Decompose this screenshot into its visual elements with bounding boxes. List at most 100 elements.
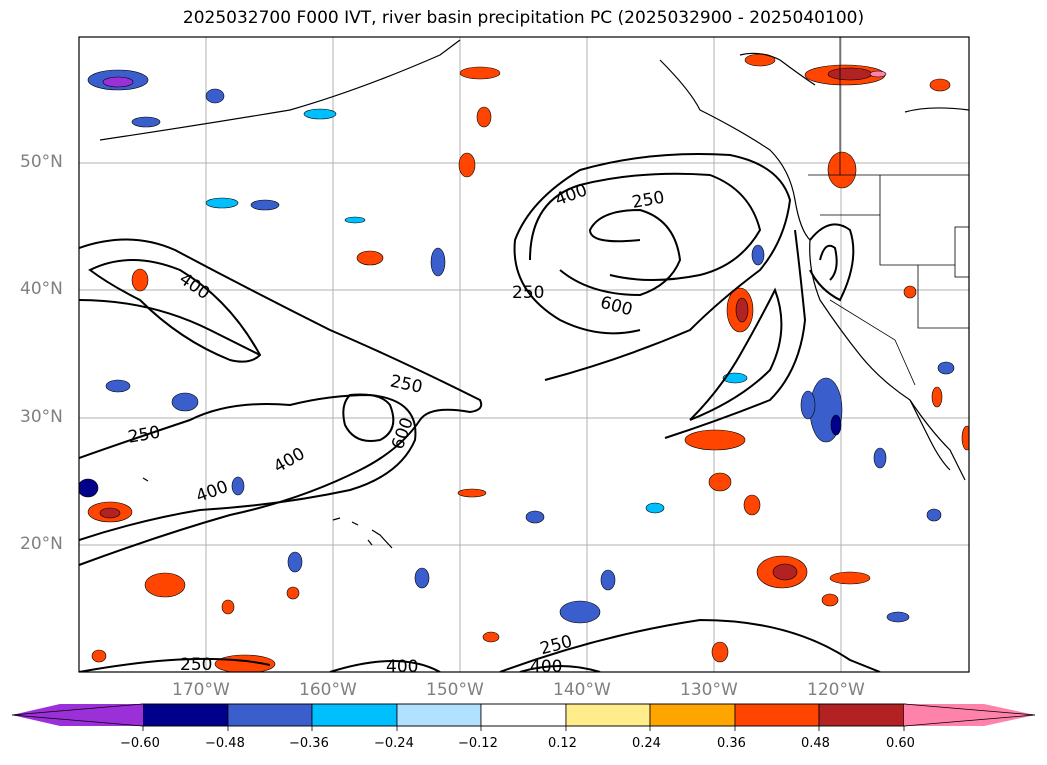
precip-blob (144, 572, 186, 598)
precip-blob (79, 478, 99, 498)
colorbar-tick: −0.24 (374, 736, 414, 751)
ivt-contour-400 (88, 259, 262, 363)
precip-blob (830, 414, 842, 436)
precip-blob (482, 631, 500, 643)
precip-blob (559, 600, 601, 624)
ivt-contour-600 (342, 393, 395, 442)
contour-label: 600 (598, 293, 635, 321)
lon-label-120w: 120°W (807, 680, 865, 700)
lon-label-170w: 170°W (172, 680, 230, 700)
contour-label: 250 (127, 422, 162, 447)
borders (808, 37, 969, 386)
precip-blob (827, 151, 857, 189)
precip-blob (231, 476, 245, 496)
precip-blob (751, 244, 765, 266)
colorbar-segment (649, 703, 736, 727)
precip-blob (829, 571, 871, 585)
colorbar-tick: −0.60 (120, 736, 160, 751)
contour-label: 250 (512, 283, 544, 303)
islands (142, 477, 393, 549)
colorbar-segment (734, 703, 820, 727)
colorbar-segment (396, 703, 482, 727)
precip-blob (205, 197, 239, 209)
lat-label-40n: 40°N (20, 279, 63, 299)
ivt-contour-400 (529, 172, 762, 281)
lon-label-140w: 140°W (553, 680, 611, 700)
lat-label-20n: 20°N (20, 534, 63, 554)
precip-blob (131, 268, 149, 292)
colorbar-segment (480, 703, 567, 727)
precip-blob (886, 611, 910, 623)
lon-label-130w: 130°W (680, 680, 738, 700)
precip-blob (205, 88, 225, 104)
ivt-contour-400 (819, 244, 838, 281)
colorbar-segment (227, 703, 313, 727)
ivt-contour-250 (499, 618, 881, 672)
precip-blob (711, 641, 729, 663)
precip-blob (821, 593, 839, 607)
precip-blob (91, 649, 107, 663)
precip-blob (414, 567, 430, 589)
contour-label: 250 (388, 371, 424, 397)
colorbar-tick: −0.36 (289, 736, 329, 751)
contour-label: 250 (538, 632, 575, 660)
contour-label: 400 (530, 657, 562, 677)
precip-blob (926, 508, 942, 522)
precip-blob (102, 76, 134, 88)
colorbar-segment (311, 703, 398, 727)
precip-blob (743, 494, 761, 516)
precip-blob (344, 216, 366, 224)
precip-blob (873, 447, 887, 469)
precip-blob (171, 392, 199, 412)
precip-blob (903, 285, 917, 299)
precip-blob (131, 116, 161, 128)
map-title: 2025032700 F000 IVT, river basin precipi… (182, 8, 865, 28)
lat-label-50n: 50°N (20, 152, 63, 172)
ivt-contour-250 (809, 223, 855, 302)
ivt-contour-400 (329, 660, 441, 672)
precip-blob (105, 379, 131, 393)
precip-blob (459, 66, 501, 80)
colorbar-tick: 0.12 (548, 736, 577, 751)
precip-negative-blobs (79, 69, 955, 624)
contour-label: 400 (386, 657, 418, 677)
precip-blob (772, 563, 798, 581)
precip-blob (287, 551, 303, 573)
precip-blob (476, 106, 492, 128)
precip-blob (286, 586, 300, 600)
precip-blob (961, 425, 969, 451)
colorbar-tick: 0.36 (717, 736, 746, 751)
ivt-contour-400 (519, 665, 601, 672)
colorbar-segment (565, 703, 651, 727)
colorbar-tick: 0.48 (801, 736, 830, 751)
precip-blob (929, 78, 951, 92)
precip-blob (869, 70, 887, 78)
ivt-contour-600 (559, 208, 682, 297)
ivt-contours (79, 153, 881, 672)
precip-blob (600, 569, 616, 591)
contour-label: 400 (194, 477, 231, 507)
precip-blob (722, 372, 748, 384)
precip-blob (250, 199, 280, 211)
ivt-contour-250 (513, 153, 792, 381)
precip-blob (430, 247, 446, 277)
colorbar-segment (818, 703, 905, 727)
lon-label-150w: 150°W (426, 680, 484, 700)
precip-blob (356, 250, 384, 266)
ivt-contour-250 (79, 299, 261, 356)
precip-blob (525, 510, 545, 524)
precip-blob (708, 472, 732, 492)
precip-blob (99, 507, 121, 519)
colorbar-tick: −0.48 (205, 736, 245, 751)
lon-label-160w: 160°W (299, 680, 357, 700)
precip-blob (221, 599, 235, 615)
colorbar (11, 703, 1036, 731)
ivt-contour-250 (664, 229, 807, 439)
precip-blob (684, 429, 746, 451)
precip-blob (800, 390, 816, 420)
precip-positive-blobs (87, 53, 969, 672)
coastlines (99, 39, 969, 481)
precip-blob (931, 386, 943, 408)
precip-blob (645, 502, 665, 514)
